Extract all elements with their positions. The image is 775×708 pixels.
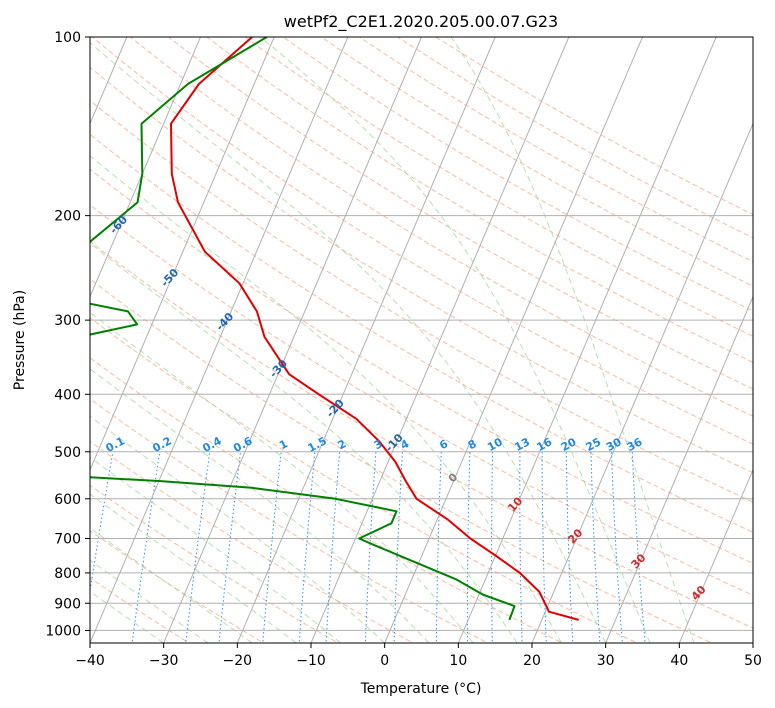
x-tick-label: 20	[523, 653, 541, 669]
line-label: 10	[485, 435, 505, 454]
y-tick-label: 800	[54, 566, 81, 582]
profile-line	[90, 37, 516, 621]
y-tick-label: 200	[54, 209, 81, 225]
x-tick-label: −10	[296, 653, 326, 669]
x-tick-label: 30	[597, 653, 615, 669]
x-tick-label: 10	[449, 653, 467, 669]
y-tick-label: 300	[54, 313, 81, 329]
y-tick-label: 600	[54, 492, 81, 508]
dry-adiabat-line	[90, 99, 753, 503]
isotherm-line	[678, 468, 753, 643]
isotherm-line	[90, 37, 201, 298]
dry-adiabat-line	[90, 317, 639, 643]
moist-adiabat-line	[90, 155, 562, 643]
dry-adiabat-line	[90, 133, 753, 533]
x-axis-label: Temperature (°C)	[360, 681, 482, 697]
moist-adiabat-line	[90, 415, 386, 643]
isotherm-line	[531, 122, 753, 643]
y-axis: 100 200 300 400 500 600 700 800 900 1000	[45, 30, 90, 639]
isotherm-grid	[90, 37, 753, 643]
y-tick-label: 900	[54, 596, 81, 612]
line-label: 13	[512, 435, 532, 454]
dry-adiabat-line	[320, 37, 753, 287]
isotherm-line	[457, 37, 717, 643]
moist-adiabat-line	[260, 37, 651, 643]
x-tick-label: −20	[223, 653, 253, 669]
x-tick-label: 40	[670, 653, 688, 669]
y-tick-label: 400	[54, 387, 81, 403]
y-tick-label: 100	[54, 30, 81, 46]
dry-adiabat-line	[90, 204, 753, 596]
dry-adiabat-line	[91, 37, 753, 445]
plot-frame	[89, 36, 754, 644]
line-label: 30	[604, 435, 624, 454]
moist-adiabat-line	[90, 242, 518, 643]
moist-adiabat-line	[90, 42, 607, 643]
line-label: 25	[584, 435, 604, 454]
line-label: 16	[535, 435, 555, 454]
x-tick-label: −40	[75, 653, 105, 669]
isotherm-line	[90, 37, 275, 472]
chart-title: wetPf2_C2E1.2020.205.00.07.G23	[284, 12, 558, 32]
isotherm-line	[163, 37, 422, 643]
line-label: 20	[559, 435, 579, 454]
profile-series	[90, 37, 579, 621]
dry-adiabat-line	[90, 168, 753, 564]
y-tick-label: 500	[54, 445, 81, 461]
dry-adiabat-line	[90, 66, 753, 474]
x-tick-label: 50	[744, 653, 762, 669]
y-axis-label: Pressure (hPa)	[12, 290, 28, 390]
profile-line	[170, 37, 579, 621]
x-tick-label: −30	[149, 653, 179, 669]
x-tick-label: 0	[380, 653, 389, 669]
isotherm-line	[310, 37, 570, 643]
isotherm-line	[90, 37, 349, 643]
line-label: 36	[625, 435, 645, 454]
dry-adiabat-line	[90, 240, 753, 629]
moist-adiabats	[90, 37, 695, 643]
isobar-grid	[90, 37, 753, 631]
x-axis: −40 −30 −20 −10 0 10 20 30 40 50	[75, 643, 762, 669]
y-tick-label: 1000	[45, 623, 81, 639]
isotherm-line	[236, 37, 496, 643]
moist-adiabat-line	[450, 37, 695, 643]
isotherm-line	[605, 295, 753, 643]
moist-adiabat-line	[90, 311, 474, 643]
dry-adiabat-line	[130, 37, 753, 417]
y-tick-label: 700	[54, 532, 81, 548]
dry-adiabat-line	[282, 37, 753, 312]
isotherm-line	[384, 37, 643, 643]
